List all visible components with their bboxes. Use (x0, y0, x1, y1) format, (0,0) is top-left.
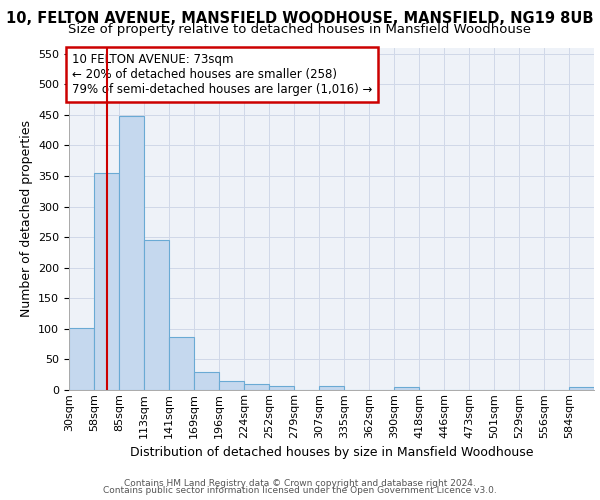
Bar (94, 173, 119, 390)
Bar (219, 382, 244, 390)
Bar (269, 386, 294, 390)
Bar (319, 386, 344, 390)
Bar (194, 372, 219, 390)
Text: Contains HM Land Registry data © Crown copyright and database right 2024.: Contains HM Land Registry data © Crown c… (124, 478, 476, 488)
Bar (144, 240, 169, 390)
Text: Size of property relative to detached houses in Mansfield Woodhouse: Size of property relative to detached ho… (68, 22, 532, 36)
Y-axis label: Number of detached properties: Number of detached properties (20, 120, 32, 318)
Bar (569, 387, 594, 390)
Text: 10 FELTON AVENUE: 73sqm
← 20% of detached houses are smaller (258)
79% of semi-d: 10 FELTON AVENUE: 73sqm ← 20% of detache… (71, 52, 372, 96)
X-axis label: Distribution of detached houses by size in Mansfield Woodhouse: Distribution of detached houses by size … (130, 446, 533, 459)
Bar (394, 387, 419, 390)
Bar (169, 337, 194, 390)
Bar (244, 384, 269, 390)
Text: Contains public sector information licensed under the Open Government Licence v3: Contains public sector information licen… (103, 486, 497, 495)
Bar (69, 328, 94, 390)
Text: 10, FELTON AVENUE, MANSFIELD WOODHOUSE, MANSFIELD, NG19 8UB: 10, FELTON AVENUE, MANSFIELD WOODHOUSE, … (6, 11, 594, 26)
Bar (119, 116, 144, 390)
